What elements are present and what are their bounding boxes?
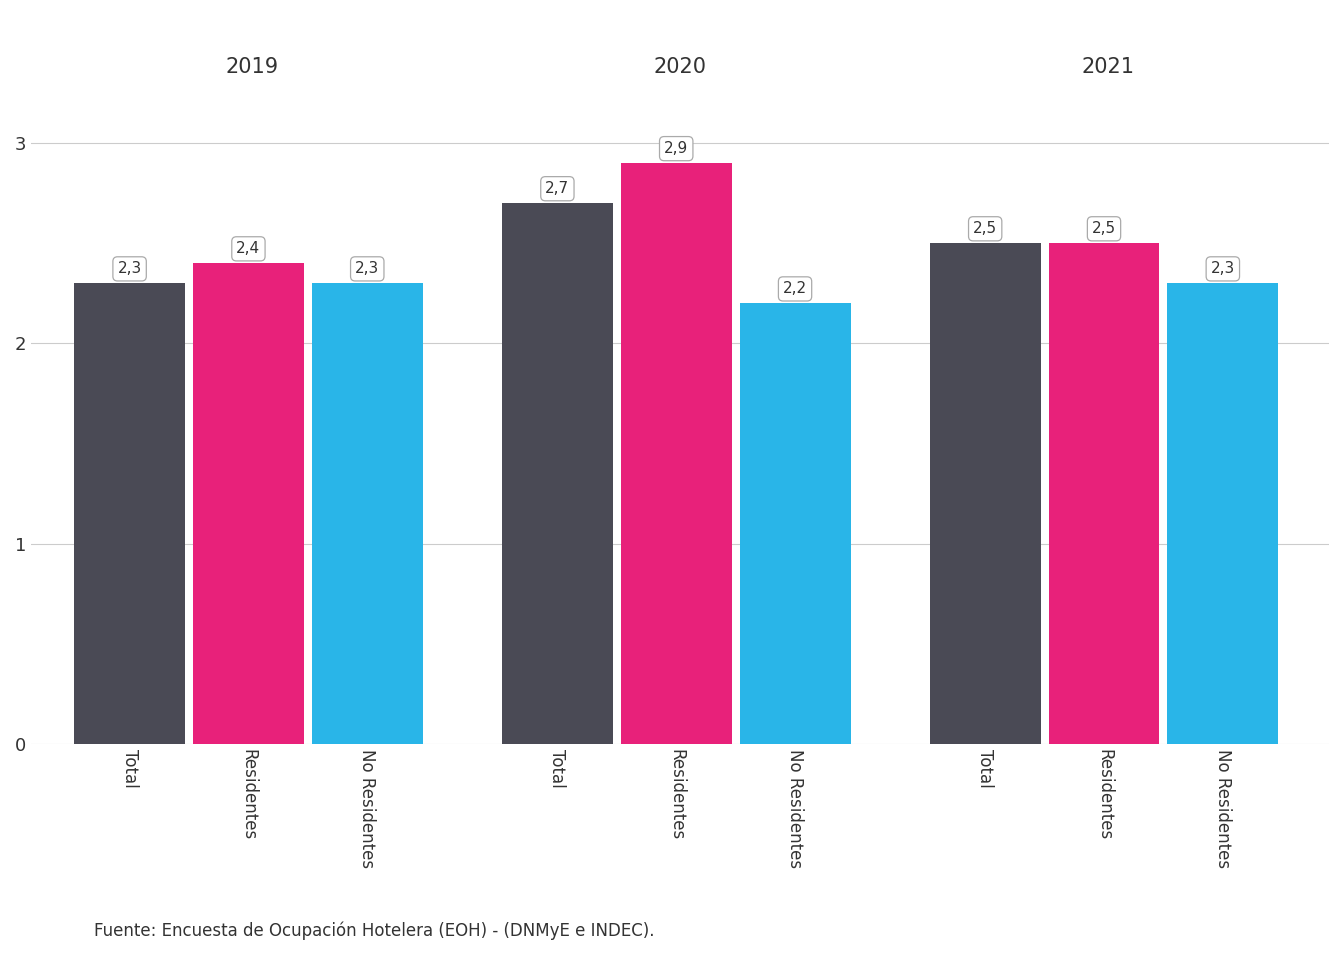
Bar: [194, 263, 304, 744]
Text: 2,2: 2,2: [784, 281, 808, 297]
Bar: [621, 163, 731, 744]
Bar: [312, 283, 423, 744]
Text: 2021: 2021: [1082, 58, 1134, 78]
Text: 2019: 2019: [226, 58, 280, 78]
Bar: [1168, 283, 1278, 744]
Bar: [1048, 243, 1160, 744]
Text: 2,9: 2,9: [664, 141, 688, 156]
Bar: [930, 243, 1040, 744]
Text: 2,3: 2,3: [1211, 261, 1235, 276]
Text: Fuente: Encuesta de Ocupación Hotelera (EOH) - (DNMyE e INDEC).: Fuente: Encuesta de Ocupación Hotelera (…: [94, 922, 655, 940]
Text: 2,7: 2,7: [546, 181, 570, 196]
Bar: [74, 283, 185, 744]
Bar: [501, 204, 613, 744]
Text: 2,4: 2,4: [237, 241, 261, 256]
Text: 2,3: 2,3: [355, 261, 379, 276]
Text: 2,3: 2,3: [117, 261, 141, 276]
Text: 2,5: 2,5: [1091, 222, 1116, 236]
Text: 2,5: 2,5: [973, 222, 997, 236]
Bar: [739, 303, 851, 744]
Text: 2020: 2020: [653, 58, 707, 78]
